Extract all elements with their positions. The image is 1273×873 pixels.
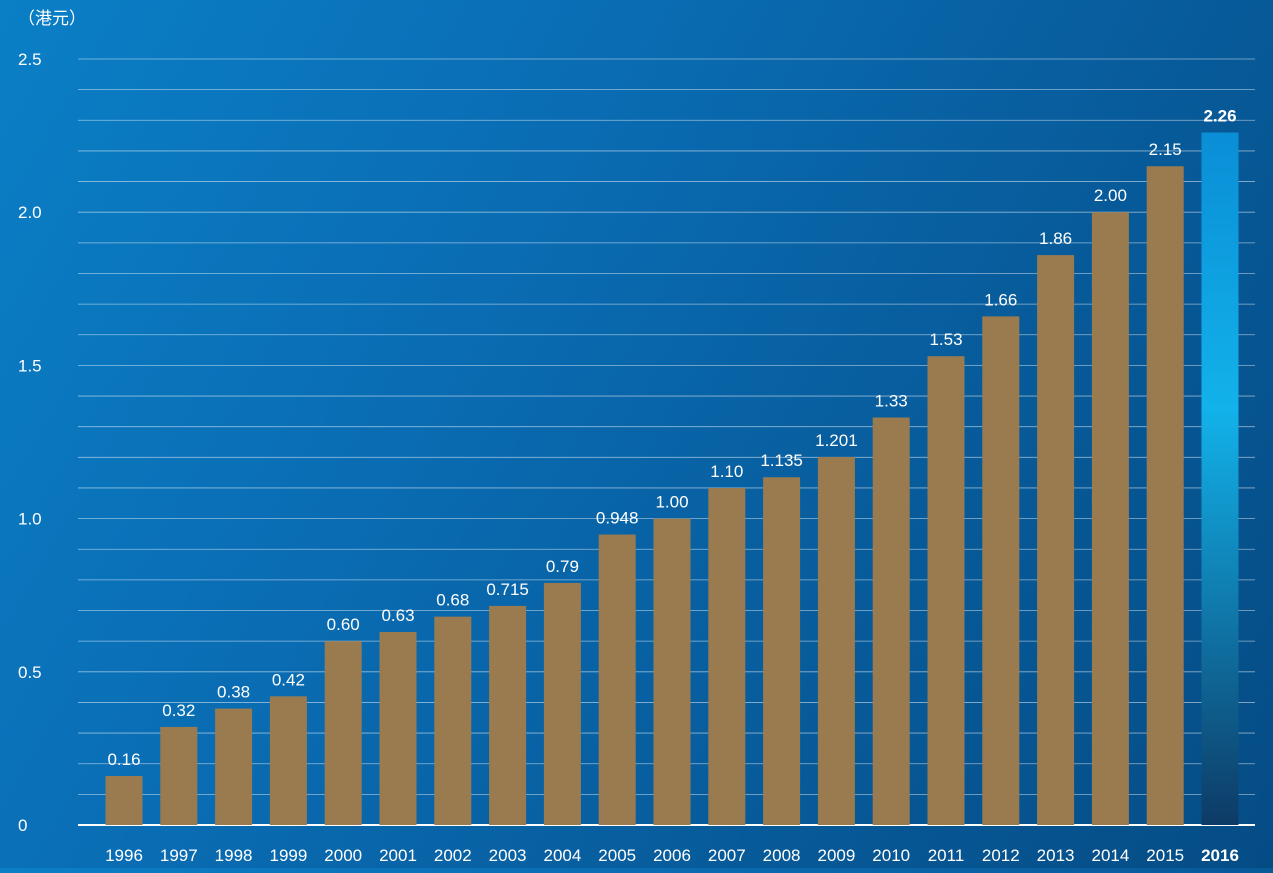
x-tick-label-2014: 2014	[1091, 846, 1129, 865]
value-label-2008: 1.135	[760, 451, 803, 470]
y-tick-label: 1.0	[18, 510, 42, 529]
x-tick-label-1998: 1998	[215, 846, 253, 865]
y-tick-label: 2.0	[18, 203, 42, 222]
x-tick-label-1996: 1996	[105, 846, 143, 865]
x-axis-tick-labels: 1996 1997 1998 1999 2000 2001 2002 2003 2004 2005…	[105, 846, 1239, 865]
bar-2002	[434, 616, 472, 825]
x-tick-label-2006: 2006	[653, 846, 691, 865]
value-label-2002: 0.68	[436, 591, 469, 610]
bar-2012	[982, 316, 1020, 825]
value-label-2009: 1.201	[815, 431, 858, 450]
bar-1997	[160, 726, 198, 825]
value-label-2015: 2.15	[1149, 140, 1182, 159]
x-tick-label-2002: 2002	[434, 846, 472, 865]
value-label-1996: 0.16	[107, 750, 140, 769]
value-label-1998: 0.38	[217, 683, 250, 702]
x-tick-label-2013: 2013	[1037, 846, 1075, 865]
value-label-1999: 0.42	[272, 670, 305, 689]
x-tick-label-2012: 2012	[982, 846, 1020, 865]
value-label-2007: 1.10	[710, 462, 743, 481]
x-tick-label-2005: 2005	[598, 846, 636, 865]
value-label-1997: 0.32	[162, 701, 195, 720]
bar-2014	[1091, 212, 1129, 825]
value-labels: 0.16 0.32 0.38 0.42 0.60 0.63 0.68 0.715 0.79 0.9…	[107, 107, 1236, 769]
value-label-2001: 0.63	[381, 606, 414, 625]
x-tick-label-2016: 2016	[1201, 846, 1239, 865]
bar-2005	[598, 534, 636, 825]
x-tick-label-2008: 2008	[763, 846, 801, 865]
bar-2004	[543, 582, 581, 825]
y-axis-unit-label: （港元）	[18, 9, 86, 28]
bar-2006	[653, 518, 691, 825]
y-tick-label: 0.5	[18, 663, 42, 682]
x-tick-label-2004: 2004	[543, 846, 581, 865]
value-label-2000: 0.60	[327, 615, 360, 634]
value-label-2012: 1.66	[984, 290, 1017, 309]
value-label-2011: 1.53	[929, 330, 962, 349]
x-tick-label-2001: 2001	[379, 846, 417, 865]
value-label-2014: 2.00	[1094, 186, 1127, 205]
bar-2010	[872, 417, 910, 825]
bar-2016	[1201, 132, 1239, 825]
bar-2013	[1037, 255, 1075, 825]
x-tick-label-2000: 2000	[324, 846, 362, 865]
value-label-2010: 1.33	[875, 391, 908, 410]
bar-2007	[708, 487, 746, 825]
x-tick-label-2011: 2011	[928, 846, 965, 865]
bar-2011	[927, 356, 965, 825]
bar-2000	[324, 641, 362, 825]
bar-2009	[817, 457, 855, 825]
y-tick-label: 2.5	[18, 50, 42, 69]
bar-2003	[489, 605, 527, 825]
bar-1999	[269, 696, 307, 825]
x-tick-label-2007: 2007	[708, 846, 746, 865]
value-label-2013: 1.86	[1039, 229, 1072, 248]
x-tick-label-1997: 1997	[160, 846, 198, 865]
bar-2001	[379, 631, 417, 825]
value-label-2006: 1.00	[655, 493, 688, 512]
value-label-2004: 0.79	[546, 557, 579, 576]
x-tick-label-2003: 2003	[489, 846, 527, 865]
bar-1998	[215, 708, 253, 825]
x-tick-label-2015: 2015	[1146, 846, 1184, 865]
y-axis-tick-labels: 0 0.5 1.0 1.5 2.0 2.5	[18, 50, 42, 835]
x-tick-label-2010: 2010	[872, 846, 910, 865]
x-tick-label-2009: 2009	[817, 846, 855, 865]
x-tick-label-1999: 1999	[269, 846, 307, 865]
bar-2015	[1146, 166, 1184, 826]
bar-2008	[763, 477, 801, 825]
y-tick-label: 1.5	[18, 356, 42, 375]
y-tick-label: 0	[18, 816, 27, 835]
value-label-2016: 2.26	[1203, 107, 1236, 126]
value-label-2003: 0.715	[486, 580, 529, 599]
value-label-2005: 0.948	[596, 509, 639, 528]
bar-1996	[105, 775, 143, 825]
bars	[105, 132, 1239, 826]
